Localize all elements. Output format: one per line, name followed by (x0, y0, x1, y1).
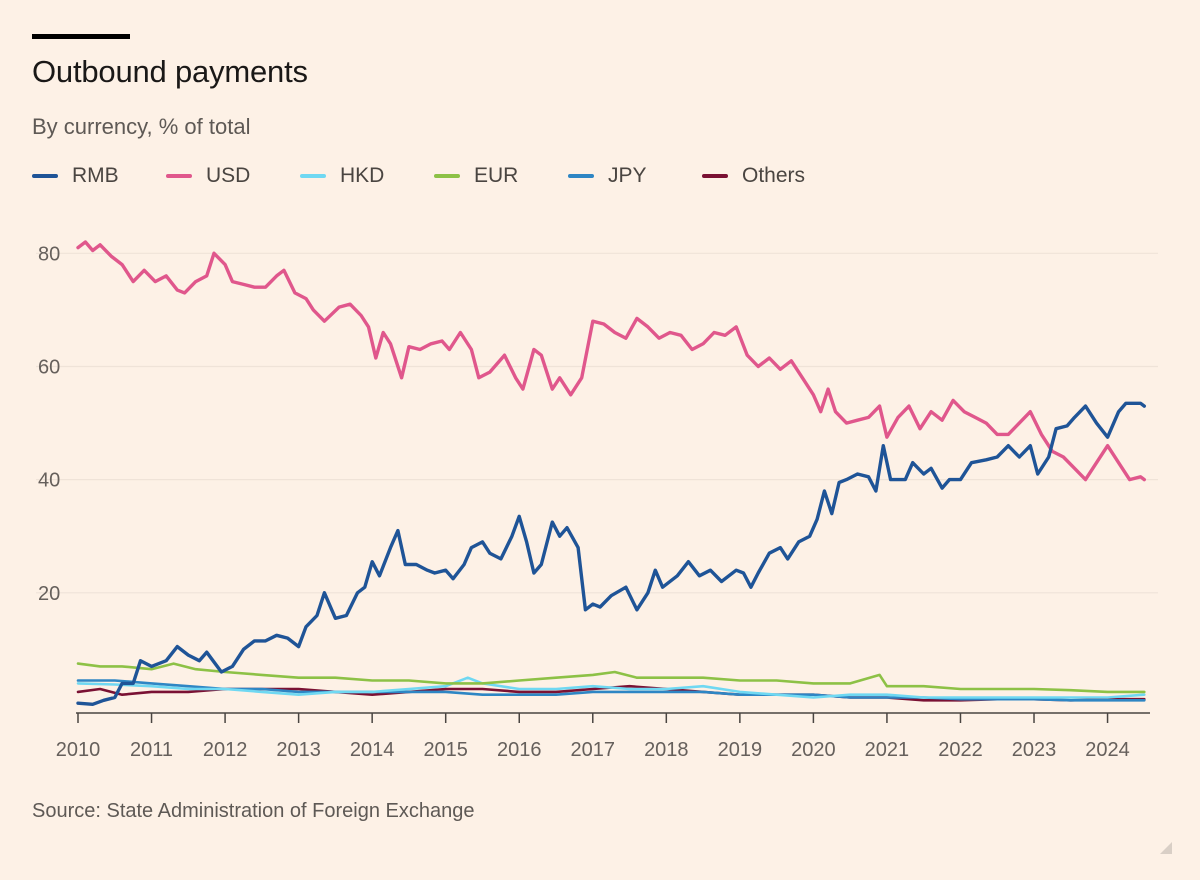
legend-swatch (702, 174, 728, 178)
legend-swatch (434, 174, 460, 178)
x-tick-label: 2020 (791, 739, 836, 761)
chart-legend: RMB USD HKD EUR JPY Others (32, 164, 805, 188)
x-tick-label: 2011 (130, 739, 173, 761)
legend-label: EUR (474, 164, 519, 187)
title-accent-bar (32, 34, 130, 39)
x-tick-label: 2022 (938, 739, 983, 761)
legend-swatch (568, 174, 594, 178)
legend-swatch (32, 174, 58, 178)
x-tick-label: 2023 (1012, 739, 1057, 761)
x-tick-label: 2018 (644, 739, 689, 761)
series-line-eur (76, 662, 1146, 694)
legend-label: Others (742, 164, 806, 187)
y-tick-label: 40 (38, 470, 60, 492)
legend-item-eur: EUR (434, 164, 568, 188)
legend-label: RMB (72, 164, 119, 187)
legend-item-usd: USD (166, 164, 300, 188)
legend-swatch (166, 174, 192, 178)
x-tick-label: 2010 (56, 739, 101, 761)
x-tick-label: 2024 (1085, 739, 1130, 761)
x-tick-label: 2017 (571, 739, 616, 761)
legend-label: JPY (608, 164, 647, 187)
x-tick-label: 2012 (203, 739, 248, 761)
x-tick-label: 2015 (423, 739, 468, 761)
y-tick-label: 60 (38, 356, 60, 378)
source-note: Source: State Administration of Foreign … (32, 800, 475, 822)
x-tick-label: 2016 (497, 739, 542, 761)
y-tick-label: 80 (38, 243, 60, 265)
legend-item-hkd: HKD (300, 164, 434, 188)
x-tick-label: 2013 (276, 739, 321, 761)
y-tick-label: 20 (38, 583, 60, 605)
legend-label: HKD (340, 164, 385, 187)
series-line-hkd (76, 676, 1146, 699)
series-line-usd (76, 240, 1146, 482)
x-tick-label: 2014 (350, 739, 395, 761)
resize-handle-icon (1160, 842, 1172, 854)
legend-item-jpy: JPY (568, 164, 702, 188)
series-line-jpy (76, 679, 1146, 702)
legend-item-rmb: RMB (32, 164, 166, 188)
legend-label: USD (206, 164, 251, 187)
legend-item-others: Others (702, 164, 805, 188)
x-tick-label: 2021 (865, 739, 910, 761)
series-line-rmb (76, 401, 1146, 706)
chart-subtitle: By currency, % of total (32, 114, 251, 139)
legend-swatch (300, 174, 326, 178)
chart-title: Outbound payments (32, 54, 308, 89)
x-tick-label: 2019 (718, 739, 763, 761)
